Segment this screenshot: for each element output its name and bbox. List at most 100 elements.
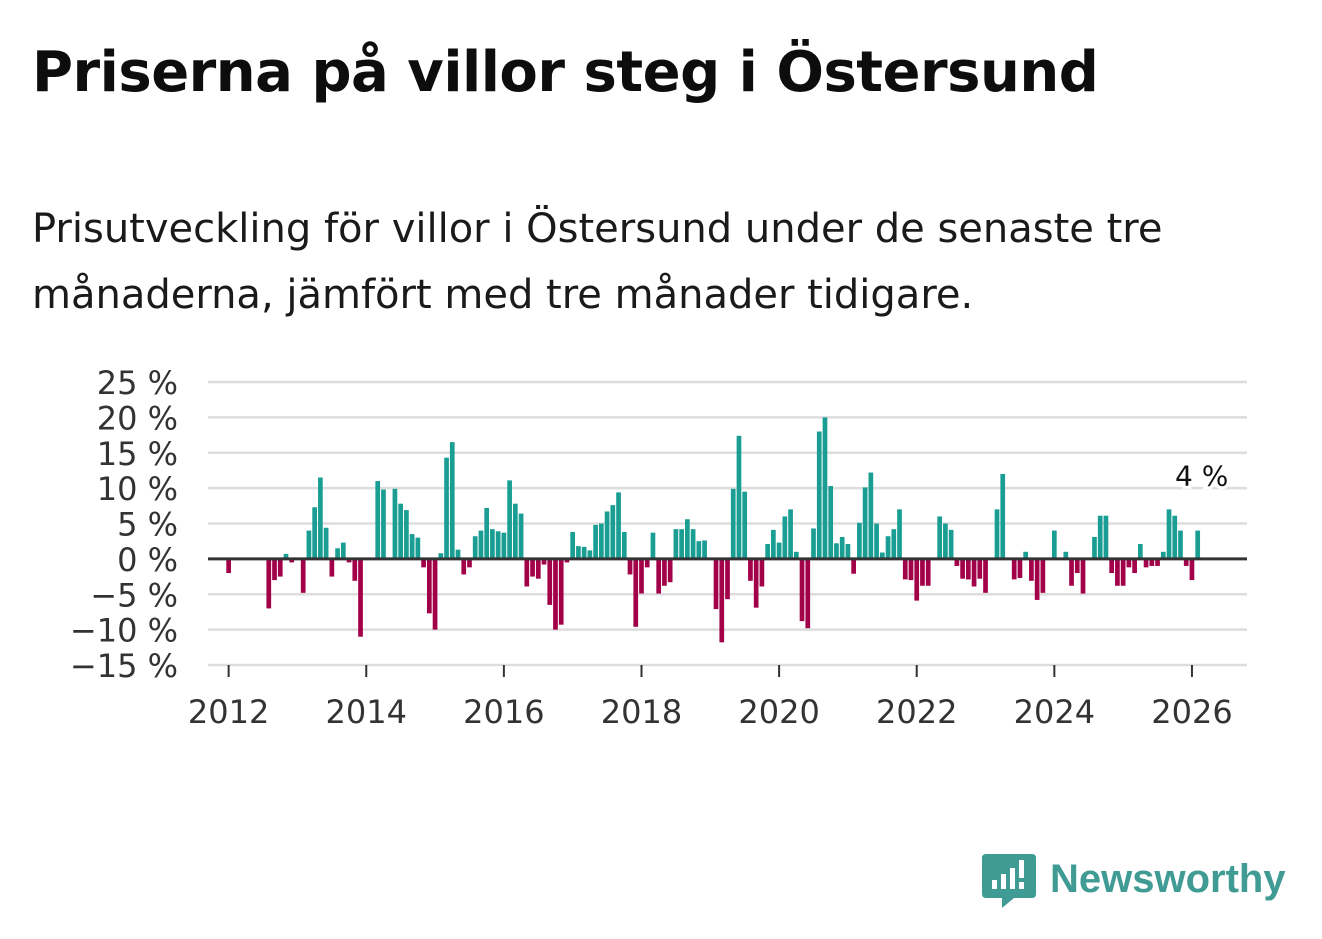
bar	[994, 509, 1000, 559]
bar	[857, 522, 862, 559]
bar	[685, 519, 690, 559]
bar	[1160, 551, 1166, 559]
bar	[1120, 558, 1126, 586]
bar	[805, 558, 811, 629]
x-tick-label: 2014	[326, 693, 407, 731]
chart-title: Priserna på villor steg i Östersund	[32, 40, 1099, 105]
bar	[1017, 558, 1023, 578]
bar	[696, 541, 702, 559]
bar	[1023, 551, 1029, 559]
bar	[656, 558, 662, 594]
bar	[1155, 558, 1160, 566]
bar	[713, 558, 719, 610]
bar	[335, 548, 340, 559]
bar	[501, 532, 507, 559]
bar	[1195, 530, 1201, 559]
y-tick-label: 20 %	[97, 399, 178, 437]
bar	[518, 513, 524, 559]
bar	[449, 442, 455, 559]
bar	[891, 529, 897, 559]
bar	[1149, 558, 1155, 566]
x-tick-label: 2024	[1014, 693, 1095, 731]
bar	[346, 558, 352, 563]
bar	[736, 435, 742, 559]
bar	[467, 558, 472, 568]
bar	[444, 457, 449, 559]
bar	[616, 492, 621, 559]
bar	[702, 540, 707, 559]
bar	[977, 558, 983, 579]
bar	[1166, 509, 1172, 559]
bar	[478, 530, 484, 559]
bar	[306, 530, 312, 559]
bar	[1115, 558, 1120, 586]
bar	[1080, 558, 1086, 594]
y-tick-label: −5 %	[90, 576, 178, 614]
bar	[604, 511, 610, 559]
bar	[874, 523, 879, 559]
bar	[1011, 558, 1017, 580]
bar	[897, 509, 902, 559]
bar	[1097, 515, 1103, 559]
bar	[1109, 558, 1115, 574]
bar	[1183, 558, 1189, 566]
bar	[1051, 530, 1057, 559]
bar	[455, 549, 461, 559]
bar	[730, 488, 736, 559]
bar	[392, 488, 398, 559]
bar	[902, 558, 908, 580]
bar	[633, 558, 639, 627]
bar	[673, 529, 679, 559]
bar	[1069, 558, 1074, 586]
bar	[438, 553, 444, 559]
bar	[381, 489, 386, 559]
bar	[788, 509, 793, 559]
bar	[541, 558, 547, 565]
bar	[1143, 558, 1149, 568]
bar	[553, 558, 558, 630]
bar	[868, 472, 874, 559]
bars	[226, 417, 1201, 643]
bar	[277, 558, 283, 577]
bar	[300, 558, 306, 593]
bar	[576, 546, 581, 559]
bar	[610, 505, 616, 559]
bar	[960, 558, 965, 579]
y-tick-label: 15 %	[97, 435, 178, 473]
x-tick-label: 2012	[188, 693, 269, 731]
bar	[352, 558, 358, 581]
bar	[983, 558, 988, 593]
bar	[1132, 558, 1137, 574]
bar	[719, 558, 725, 643]
axes: 25 %20 %15 %10 %5 %0 %−5 %−10 %−15 % 2012…	[70, 364, 1247, 731]
bar	[782, 516, 788, 559]
y-tick-label: 25 %	[97, 364, 178, 402]
bar	[908, 558, 914, 581]
x-tick-label: 2022	[876, 693, 957, 731]
bar	[415, 537, 421, 559]
bar	[1172, 515, 1178, 559]
bar	[587, 550, 593, 559]
gridlines	[208, 380, 1247, 667]
bar	[650, 532, 656, 559]
bar	[845, 544, 851, 559]
bar	[822, 417, 828, 559]
bar	[1000, 473, 1006, 559]
x-tick-label: 2018	[601, 693, 682, 731]
bar	[340, 542, 346, 559]
bar	[920, 558, 925, 586]
bar	[599, 523, 604, 559]
bar	[954, 558, 960, 566]
bar	[851, 558, 856, 574]
bar	[421, 558, 426, 568]
bar	[965, 558, 971, 580]
bar	[226, 558, 231, 574]
bar	[1063, 551, 1069, 559]
bar	[1034, 558, 1040, 600]
bar	[725, 558, 730, 600]
bar	[1074, 558, 1080, 574]
bar	[771, 529, 776, 559]
bar	[283, 553, 289, 559]
bar	[1126, 558, 1132, 568]
y-tick-label: −15 %	[70, 647, 178, 685]
